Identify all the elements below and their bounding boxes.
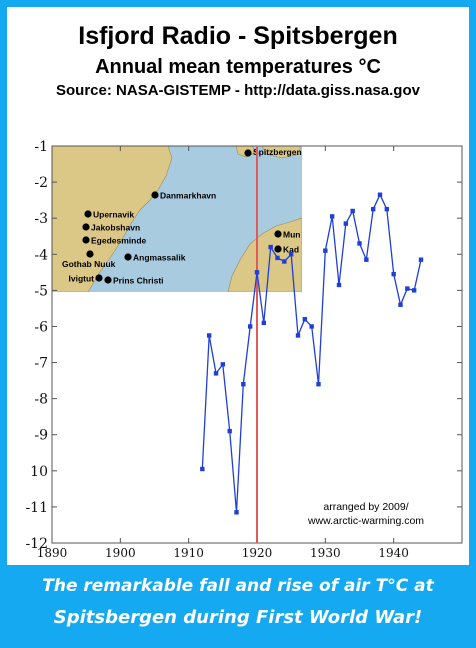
map-place-dot (82, 223, 90, 231)
map-place-label: Upernavik (93, 210, 134, 220)
map-place-label: Gothab Nuuk (62, 259, 116, 269)
data-point (364, 257, 369, 262)
data-point (254, 270, 260, 275)
map-place-dot (274, 245, 282, 253)
x-tick-label: 1900 (105, 546, 136, 560)
data-point (200, 466, 205, 472)
data-point (391, 271, 396, 277)
caption-line-1: The remarkable fall and rise of air T°C … (42, 576, 434, 596)
x-tick-label: 1890 (37, 546, 68, 560)
map-place-label: Angmassalik (133, 253, 186, 263)
map-place-label: Danmarkhavn (160, 191, 216, 201)
x-tick-label: 1930 (310, 546, 341, 560)
y-tick-label: -5 (34, 283, 48, 299)
data-point (227, 428, 232, 434)
data-point (247, 324, 253, 329)
data-point (295, 333, 301, 338)
inset-map: Spitzbergen Danmarkhavn Upernavik Jakobshav… (52, 146, 302, 292)
map-place-dot (124, 253, 132, 261)
data-point (357, 241, 362, 246)
y-tick-label: -11 (25, 500, 48, 516)
data-point (336, 282, 342, 288)
map-place-dot (84, 210, 92, 218)
y-tick-label: -9 (34, 428, 48, 444)
y-tick-label: -8 (34, 392, 48, 408)
data-point (275, 255, 280, 261)
map-place-dot (82, 236, 90, 244)
data-point (268, 244, 273, 250)
data-point (220, 362, 226, 367)
caption-line-2: Spitsbergen during First World War! (53, 607, 423, 628)
data-point (405, 286, 410, 291)
data-point (398, 302, 403, 307)
y-tick-label: 10 (30, 464, 48, 480)
annotation-arranged-by: arranged by 2009/ (323, 501, 408, 513)
data-point (261, 320, 267, 326)
map-place-label: Prins Christi (113, 276, 164, 286)
data-point (418, 257, 424, 262)
data-point (282, 259, 287, 264)
chart-subtitle: Annual mean temperatures °C (95, 56, 381, 78)
inset-map-scandinavia (227, 217, 302, 292)
x-tick-label: 1940 (378, 546, 409, 560)
data-point (288, 252, 294, 257)
data-point (206, 333, 212, 338)
data-point (316, 382, 321, 387)
map-place-label: Ivigtut (69, 274, 95, 284)
map-place-label: Kad (283, 245, 299, 255)
data-point (213, 371, 219, 376)
x-tick-label: 1910 (173, 546, 204, 560)
data-point (309, 324, 314, 329)
chart-source: Source: NASA-GISTEMP - http://data.giss.… (56, 82, 420, 99)
map-place-dot (244, 149, 252, 157)
y-tick-label: -12 (25, 536, 48, 552)
data-point (302, 317, 308, 322)
y-tick-label: -1 (34, 139, 48, 155)
data-point (323, 248, 328, 253)
chart-title: Isfjord Radio - Spitsbergen (78, 22, 398, 50)
map-place-dot (274, 230, 282, 238)
data-point (343, 221, 349, 226)
y-tick-label: -7 (34, 356, 48, 372)
map-place-label: Mun (283, 230, 300, 240)
map-place-dot (104, 276, 112, 284)
data-point (411, 288, 417, 293)
y-tick-label: -6 (34, 319, 48, 335)
map-place-dot (95, 274, 103, 282)
y-tick-label: -4 (34, 247, 48, 263)
annotation-website: www.arctic-warming.com (307, 515, 424, 527)
data-point (234, 510, 239, 515)
data-point (350, 208, 355, 214)
y-tick-label: -3 (34, 211, 48, 227)
y-tick-label: -2 (34, 175, 48, 191)
map-place-label: Egedesminde (91, 236, 147, 246)
data-point (329, 214, 335, 219)
map-place-dot (86, 250, 94, 258)
data-point (377, 192, 383, 197)
data-point (241, 382, 246, 387)
data-point (370, 206, 376, 212)
x-tick-label: 1920 (242, 546, 273, 560)
map-place-label: Spitzbergen (253, 147, 302, 157)
map-place-label: Jakobshavn (91, 223, 140, 233)
map-place-dot (151, 191, 159, 199)
inset-map-greenland (52, 146, 173, 292)
data-point (384, 206, 390, 212)
